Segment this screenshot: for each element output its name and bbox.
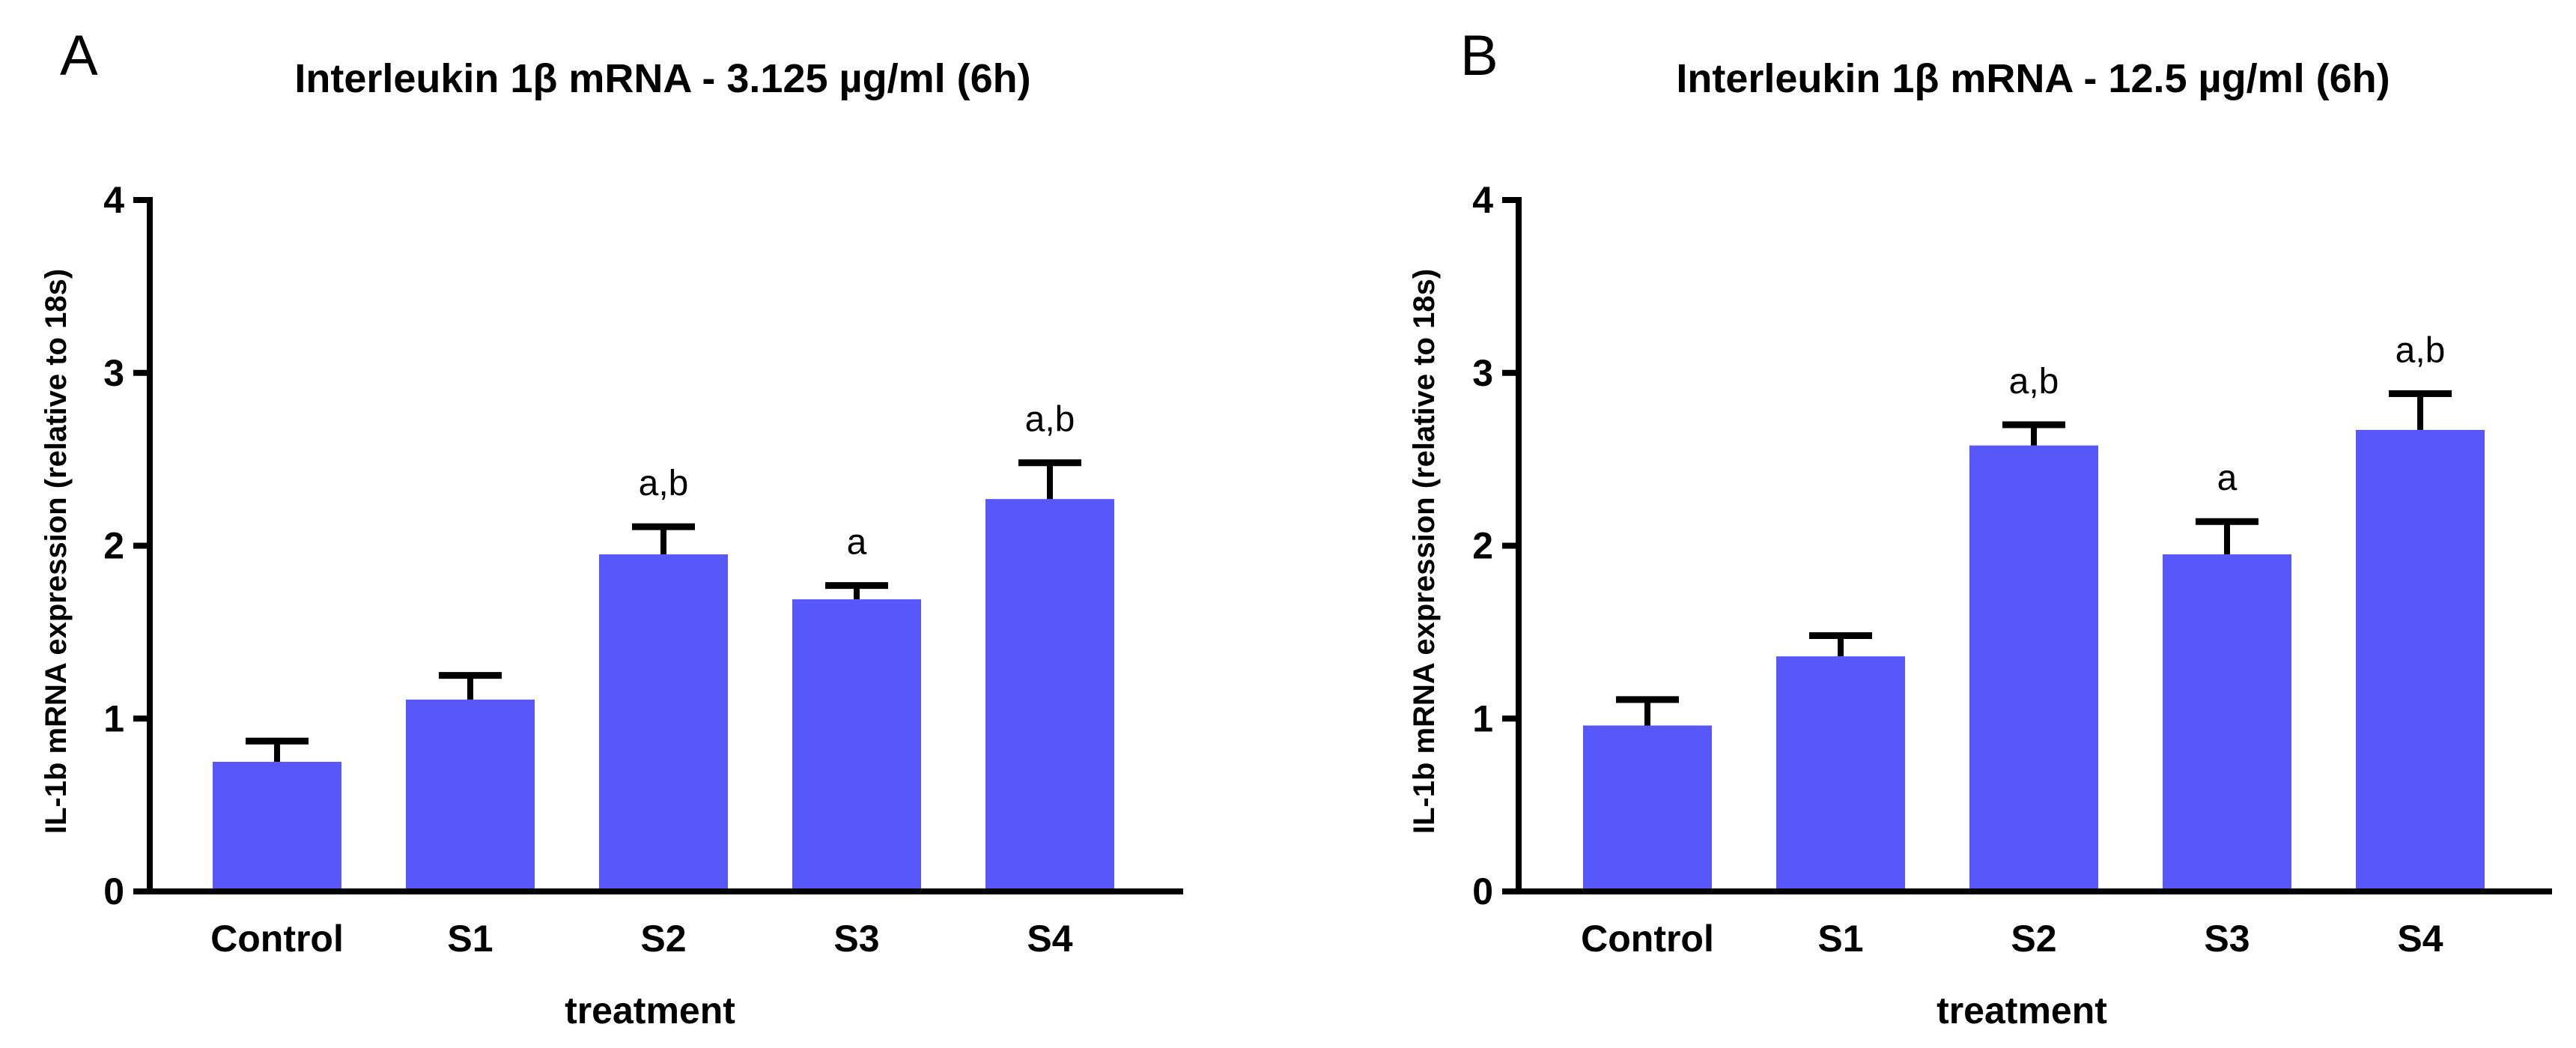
y-tick-label-4-b: 4: [1472, 179, 1493, 221]
x-tick-label-s3-a: S3: [833, 918, 879, 960]
panel-a: A Interleukin 1β mRNA - 3.125 µg/ml (6h)…: [40, 24, 1183, 1032]
bar-s3-a: [792, 599, 921, 891]
bar-control-b: [1583, 725, 1712, 891]
panel-letter-b: B: [1460, 24, 1498, 88]
annotation-s3-a: a: [847, 523, 867, 563]
x-axis-title-b: treatment: [1936, 990, 2107, 1032]
bar-s1-b: [1776, 656, 1905, 891]
x-tick-label-s4-a: S4: [1027, 918, 1072, 960]
y-tick-label-4-a: 4: [103, 179, 124, 221]
annotation-s4-b: a,b: [2396, 330, 2446, 370]
y-tick-label-2-b: 2: [1472, 525, 1493, 567]
bar-s4-a: [985, 499, 1114, 891]
x-tick-labels-a: Control S1 S2 S3 S4: [210, 918, 1073, 960]
y-axis-title-a: IL-1b mRNA expression (relative to 18s): [40, 269, 73, 834]
bars-a: [213, 499, 1114, 891]
x-tick-label-control-b: Control: [1581, 918, 1714, 960]
y-ticks-b: 0 1 2 3 4: [1472, 179, 1519, 912]
bar-s3-b: [2163, 554, 2291, 891]
panel-b: B Interleukin 1β mRNA - 12.5 µg/ml (6h) …: [1408, 24, 2552, 1032]
x-tick-label-s1-b: S1: [1817, 918, 1863, 960]
y-tick-label-0-a: 0: [103, 870, 124, 912]
y-axis-title-b: IL-1b mRNA expression (relative to 18s): [1408, 269, 1441, 834]
y-tick-label-0-b: 0: [1472, 870, 1493, 912]
annotation-s2-a: a,b: [639, 464, 689, 503]
x-tick-label-s2-a: S2: [640, 918, 686, 960]
x-tick-label-s1-a: S1: [447, 918, 493, 960]
bar-s2-b: [1969, 445, 2098, 891]
error-bars-a: [246, 459, 1081, 762]
x-axis-title-a: treatment: [565, 990, 735, 1032]
bar-s1-a: [406, 699, 535, 891]
y-tick-label-1-b: 1: [1472, 697, 1493, 739]
annotation-s3-b: a: [2217, 458, 2238, 498]
annotations-a: a,b a a,b: [639, 400, 1075, 563]
bars-b: [1583, 429, 2485, 891]
panel-letter-a: A: [60, 24, 98, 88]
x-tick-label-s3-b: S3: [2204, 918, 2250, 960]
chart-title-b: Interleukin 1β mRNA - 12.5 µg/ml (6h): [1676, 56, 2390, 101]
bar-s4-b: [2356, 429, 2485, 891]
annotation-s2-b: a,b: [2009, 362, 2059, 402]
y-tick-label-1-a: 1: [103, 697, 124, 739]
y-tick-label-2-a: 2: [103, 525, 124, 567]
bar-control-a: [213, 761, 341, 891]
x-tick-label-s2-b: S2: [2011, 918, 2056, 960]
annotation-s4-a: a,b: [1025, 400, 1075, 440]
y-tick-label-3-b: 3: [1472, 352, 1493, 394]
chart-title-a: Interleukin 1β mRNA - 3.125 µg/ml (6h): [294, 56, 1030, 101]
bar-s2-a: [599, 554, 728, 891]
x-tick-labels-b: Control S1 S2 S3 S4: [1581, 918, 2443, 960]
y-tick-label-3-a: 3: [103, 352, 124, 394]
annotations-b: a,b a a,b: [2009, 330, 2446, 498]
x-tick-label-s4-b: S4: [2397, 918, 2443, 960]
error-bars-b: [1616, 390, 2452, 726]
y-ticks-a: 0 1 2 3 4: [103, 179, 150, 912]
x-tick-label-control-a: Control: [210, 918, 344, 960]
